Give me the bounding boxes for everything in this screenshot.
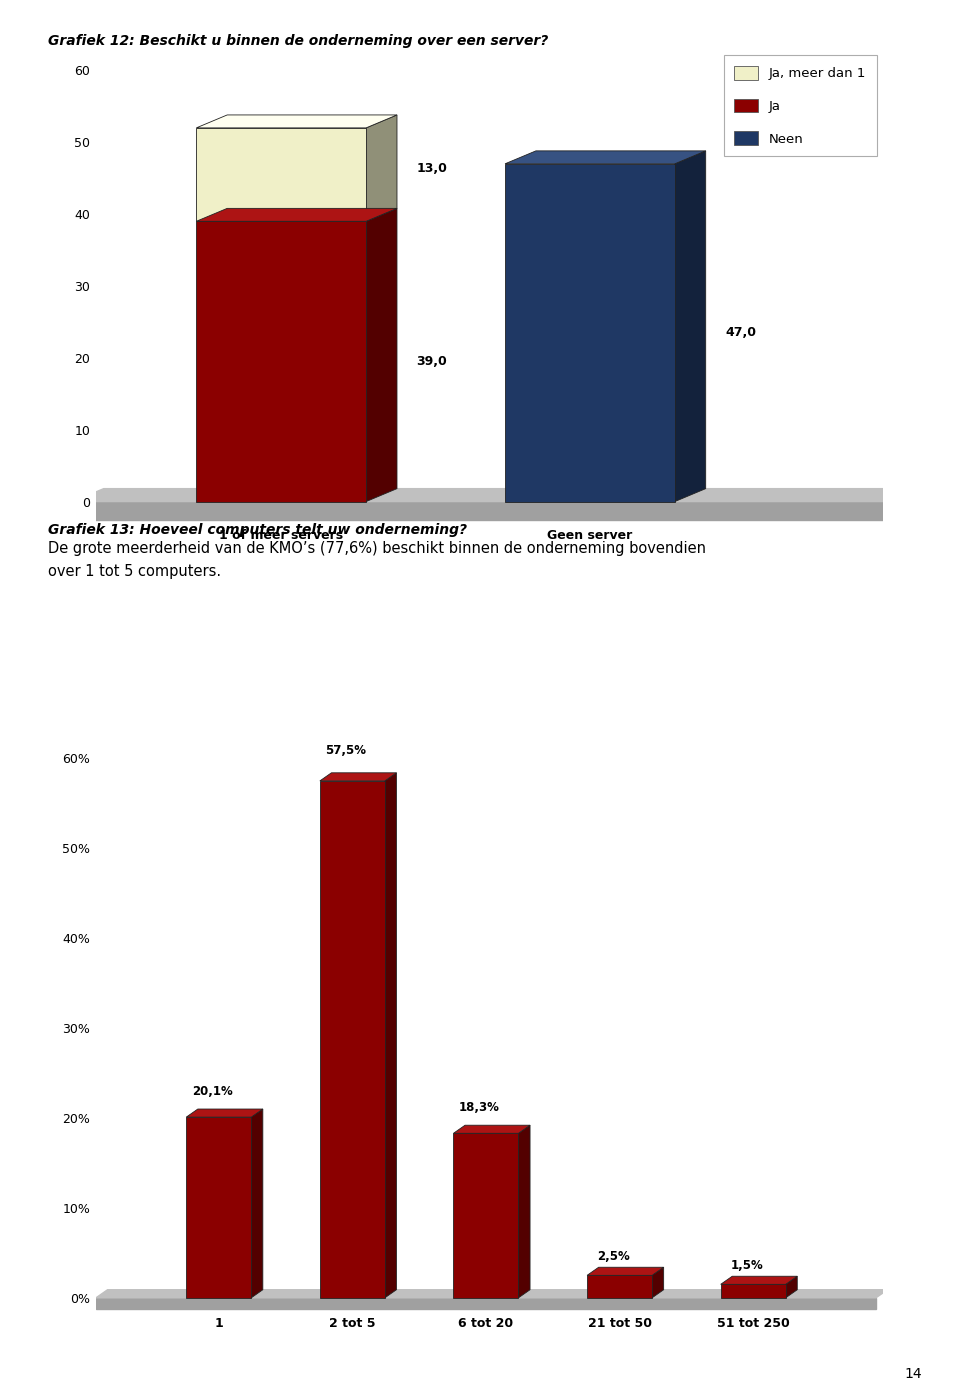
Text: 20,1%: 20,1%	[192, 1085, 232, 1098]
Polygon shape	[588, 1267, 663, 1275]
Polygon shape	[453, 1126, 530, 1133]
Legend: Ja, meer dan 1, Ja, Neen: Ja, meer dan 1, Ja, Neen	[724, 56, 876, 156]
Polygon shape	[197, 114, 397, 128]
Bar	[588, 1275, 652, 1297]
Text: Grafiek 13: Hoeveel computers telt uw onderneming?: Grafiek 13: Hoeveel computers telt uw on…	[48, 523, 467, 537]
Text: Grafiek 12: Beschikt u binnen de onderneming over een server?: Grafiek 12: Beschikt u binnen de onderne…	[48, 33, 548, 49]
Bar	[320, 781, 385, 1297]
Polygon shape	[366, 114, 397, 222]
Polygon shape	[73, 488, 952, 502]
Polygon shape	[505, 151, 706, 163]
Bar	[197, 128, 366, 222]
Bar	[197, 222, 366, 502]
Text: 57,5%: 57,5%	[325, 744, 367, 756]
Text: De grote meerderheid van de KMO’s (77,6%) beschikt binnen de onderneming bovendi: De grote meerderheid van de KMO’s (77,6%…	[48, 541, 706, 579]
Text: 14: 14	[904, 1367, 922, 1381]
Polygon shape	[96, 1290, 888, 1297]
Bar	[721, 1285, 785, 1297]
Polygon shape	[96, 1297, 876, 1309]
Text: 2,5%: 2,5%	[597, 1250, 630, 1262]
Text: 18,3%: 18,3%	[459, 1102, 500, 1115]
Polygon shape	[186, 1109, 263, 1117]
Polygon shape	[320, 773, 396, 781]
Polygon shape	[518, 1126, 530, 1297]
Polygon shape	[385, 773, 396, 1297]
Bar	[186, 1117, 252, 1297]
Polygon shape	[197, 208, 397, 222]
Text: 1,5%: 1,5%	[731, 1258, 763, 1272]
Polygon shape	[366, 208, 397, 502]
Text: 39,0: 39,0	[417, 354, 447, 368]
Polygon shape	[252, 1109, 263, 1297]
Polygon shape	[652, 1267, 663, 1297]
Polygon shape	[785, 1276, 797, 1297]
Bar	[453, 1133, 518, 1297]
Polygon shape	[675, 151, 706, 502]
Text: 13,0: 13,0	[417, 162, 447, 174]
Text: 47,0: 47,0	[725, 326, 756, 339]
Polygon shape	[721, 1276, 797, 1285]
Bar	[505, 163, 675, 502]
Polygon shape	[73, 502, 922, 519]
